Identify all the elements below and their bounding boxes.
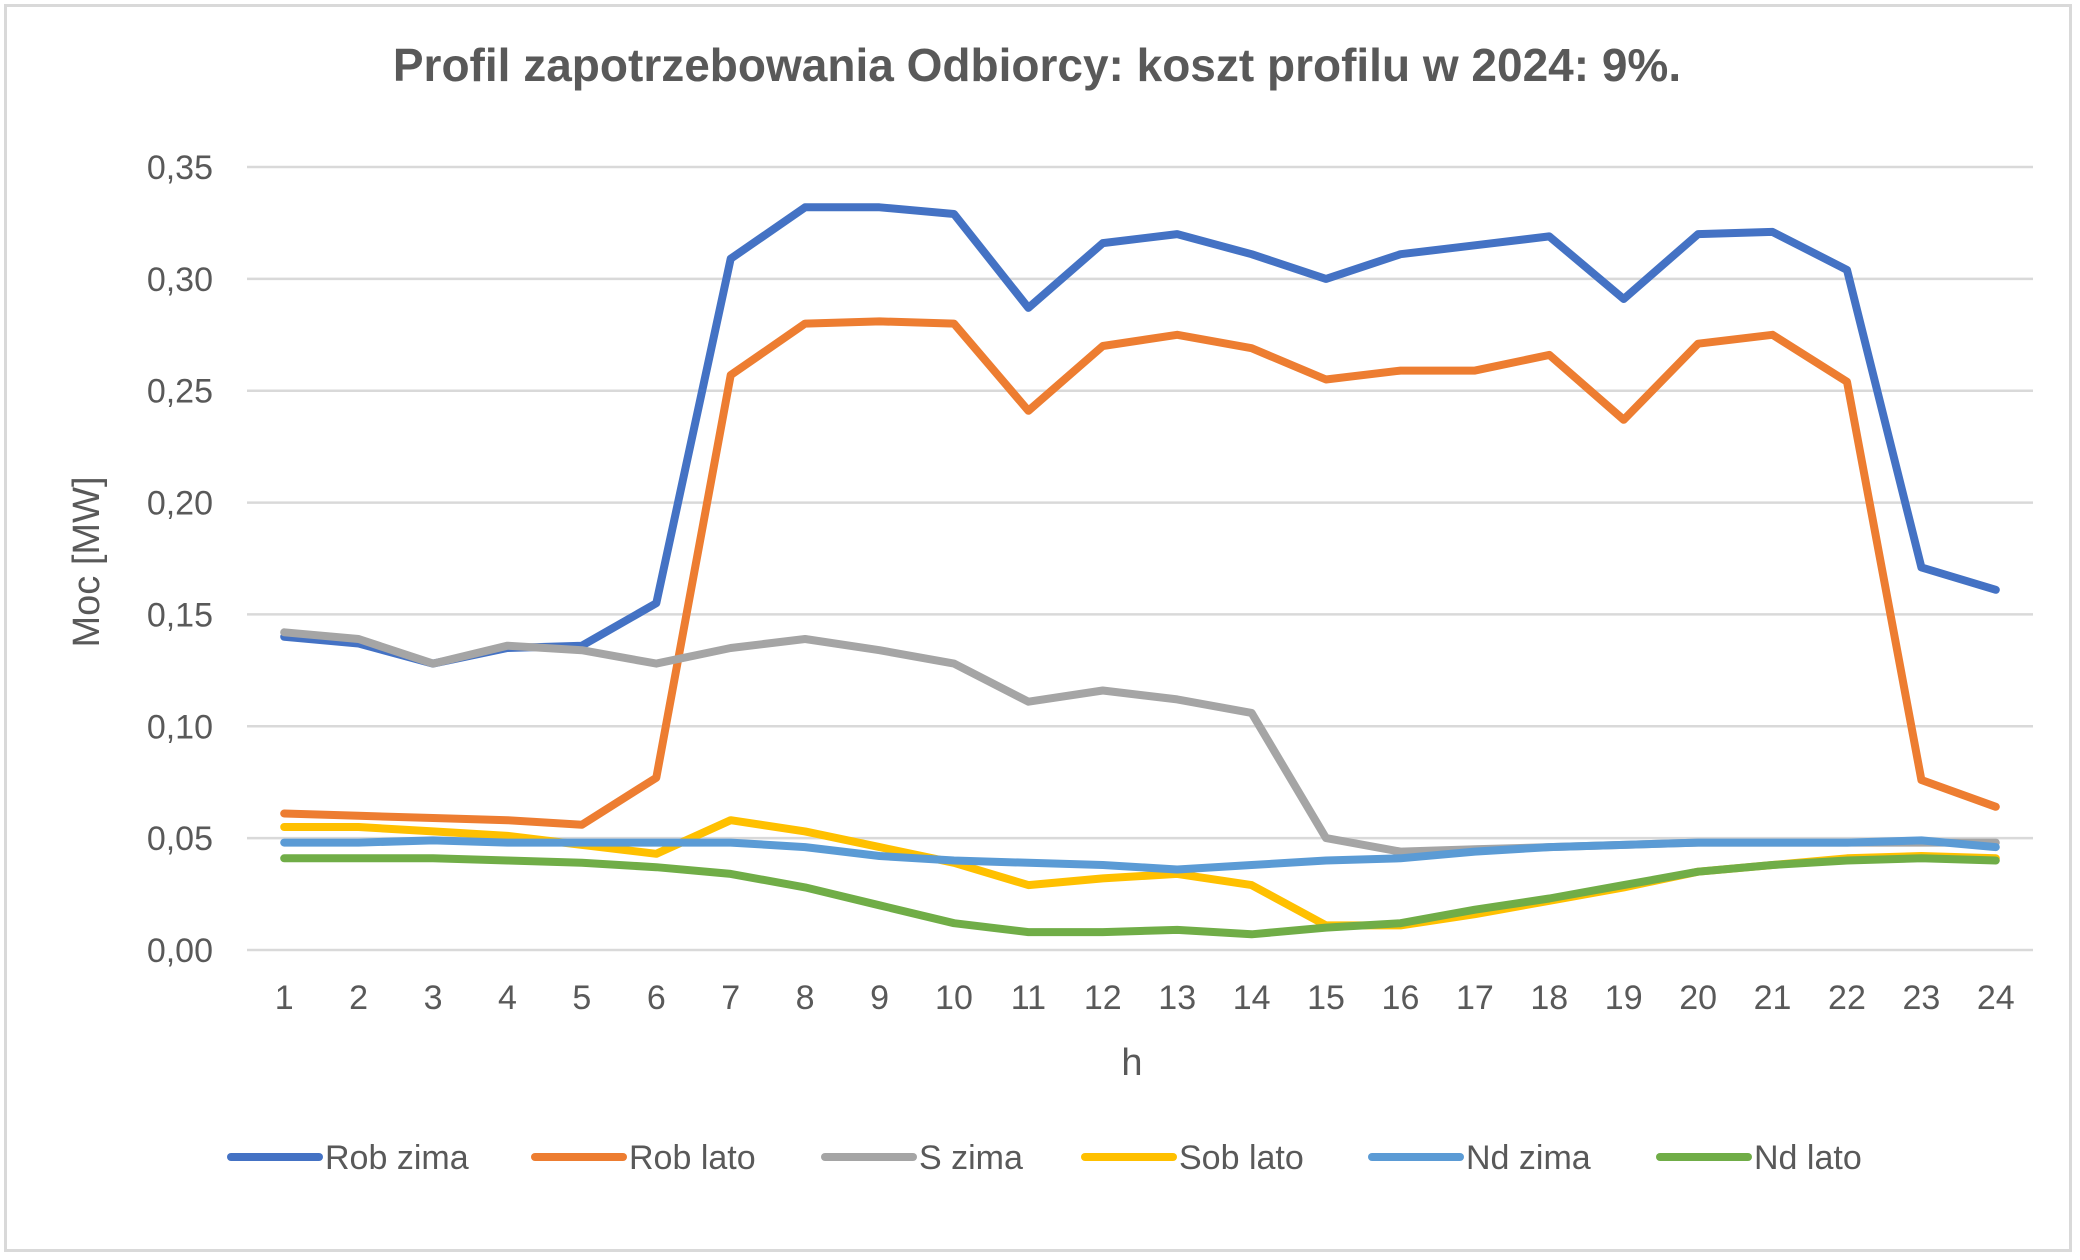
x-axis-title: h (1121, 1042, 1142, 1084)
x-tick-label: 23 (1902, 979, 1940, 1017)
x-tick-label: 21 (1754, 979, 1792, 1017)
series-line-rob-lato (280, 317, 2000, 829)
y-axis-title: Moc [MW] (66, 477, 108, 648)
y-tick-label: 0,15 (147, 596, 213, 634)
x-tick-label: 5 (572, 979, 591, 1017)
legend-item-nd-lato: Nd lato (1656, 1139, 1862, 1177)
y-tick-label: 0,00 (147, 932, 213, 970)
x-tick-label: 17 (1456, 979, 1494, 1017)
y-tick-label: 0,05 (147, 820, 213, 858)
legend-label: Nd zima (1466, 1139, 1591, 1177)
x-tick-label: 13 (1158, 979, 1196, 1017)
series-line-nd-lato (280, 854, 2000, 939)
legend: Rob zima Rob lato S zima Sob lato Nd zima Nd … (227, 1139, 1862, 1177)
y-tick-label: 0,10 (147, 708, 213, 746)
x-tick-label: 6 (647, 979, 666, 1017)
series-lines (280, 203, 2000, 939)
legend-item-rob-lato: Rob lato (531, 1139, 756, 1177)
x-tick-label: 4 (498, 979, 517, 1017)
legend-item-rob-zima: Rob zima (227, 1139, 469, 1177)
x-tick-label: 2 (349, 979, 368, 1017)
legend-label: Sob lato (1179, 1139, 1304, 1177)
x-tick-label: 20 (1679, 979, 1717, 1017)
legend-label: S zima (919, 1139, 1023, 1177)
y-tick-label: 0,30 (147, 261, 213, 299)
legend-item-sob-lato: Sob lato (1081, 1139, 1304, 1177)
x-tick-label: 14 (1233, 979, 1271, 1017)
x-tick-label: 3 (424, 979, 443, 1017)
series-line-nd-zima (280, 836, 2000, 874)
x-tick-label: 11 (1011, 979, 1046, 1017)
series-line-rob-zima (280, 203, 2000, 668)
x-tick-label: 19 (1605, 979, 1643, 1017)
y-tick-label: 0,25 (147, 373, 213, 411)
x-tick-label: 22 (1828, 979, 1866, 1017)
x-tick-label: 8 (796, 979, 815, 1017)
y-axis-tick-labels: 0,00 0,05 0,10 0,15 0,20 0,25 0,30 0,35 (147, 149, 213, 970)
legend-label: Rob lato (629, 1139, 756, 1177)
x-tick-label: 12 (1084, 979, 1122, 1017)
x-tick-label: 10 (935, 979, 973, 1017)
legend-label: Rob zima (325, 1139, 469, 1177)
gridlines (247, 165, 2033, 952)
series-line-sob-lato (280, 816, 2000, 930)
x-tick-label: 18 (1530, 979, 1568, 1017)
x-tick-label: 15 (1307, 979, 1345, 1017)
x-tick-label: 7 (721, 979, 740, 1017)
line-chart: Profil zapotrzebowania Odbiorcy: koszt p… (66, 39, 2033, 1177)
legend-item-s-zima: S zima (821, 1139, 1023, 1177)
x-tick-label: 16 (1382, 979, 1420, 1017)
legend-item-nd-zima: Nd zima (1368, 1139, 1591, 1177)
y-tick-label: 0,20 (147, 485, 213, 523)
x-tick-label: 24 (1977, 979, 2015, 1017)
x-tick-label: 9 (870, 979, 889, 1017)
legend-label: Nd lato (1754, 1139, 1862, 1177)
chart-frame: Profil zapotrzebowania Odbiorcy: koszt p… (4, 4, 2072, 1252)
x-axis-tick-labels: 1 2 3 4 5 6 7 8 9 10 11 12 13 14 15 16 17 18 19 20 21 22 23 24 (275, 979, 2015, 1017)
y-tick-label: 0,35 (147, 149, 213, 187)
x-tick-label: 1 (275, 979, 294, 1017)
chart-title: Profil zapotrzebowania Odbiorcy: koszt p… (393, 39, 1681, 91)
